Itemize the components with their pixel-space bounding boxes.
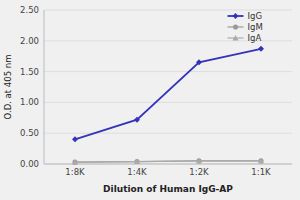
data-point bbox=[72, 136, 78, 142]
x-axis-line bbox=[44, 164, 292, 165]
legend-marker bbox=[233, 35, 239, 40]
x-tick-label: 1:1K bbox=[251, 167, 271, 177]
y-axis-label: O.D. at 405 nm bbox=[3, 55, 13, 120]
data-point bbox=[196, 59, 202, 65]
series-line bbox=[75, 161, 261, 162]
legend-label: IgM bbox=[248, 22, 263, 32]
series-line bbox=[75, 161, 261, 162]
chart: 0.00 0.50 1.00 1.50 2.00 2.50 1:8K 1:4K 1:2K 1:1K… bbox=[0, 0, 300, 200]
y-tick-label: 2.50 bbox=[20, 5, 39, 15]
plot-area bbox=[72, 46, 264, 165]
y-tick-label: 1.50 bbox=[20, 67, 39, 77]
series-line bbox=[75, 49, 261, 140]
data-point bbox=[258, 46, 264, 52]
grid-line bbox=[44, 164, 292, 165]
legend: IgGIgMIgA bbox=[228, 11, 263, 43]
data-point bbox=[72, 159, 78, 164]
grid-line bbox=[44, 71, 292, 72]
y-tick-label: 2.00 bbox=[20, 36, 39, 46]
x-tick-label: 1:4K bbox=[127, 167, 147, 177]
legend-marker bbox=[233, 13, 239, 19]
x-axis-label: Dilution of Human IgG-AP bbox=[103, 184, 233, 194]
y-tick-label: 0.00 bbox=[20, 159, 39, 169]
legend-label: IgA bbox=[248, 33, 262, 43]
data-point bbox=[134, 117, 140, 123]
data-point bbox=[196, 158, 202, 163]
legend-label: IgG bbox=[248, 11, 263, 21]
y-tick-label: 1.00 bbox=[20, 97, 39, 107]
x-tick-label: 1:2K bbox=[189, 167, 209, 177]
x-tick-label: 1:8K bbox=[65, 167, 85, 177]
y-tick-label: 0.50 bbox=[20, 128, 39, 138]
grid-line bbox=[44, 133, 292, 134]
data-point bbox=[258, 158, 264, 163]
grid-line bbox=[44, 102, 292, 103]
y-axis-line bbox=[44, 10, 45, 164]
data-point bbox=[134, 159, 140, 164]
legend-marker bbox=[233, 24, 238, 29]
background bbox=[0, 0, 300, 200]
